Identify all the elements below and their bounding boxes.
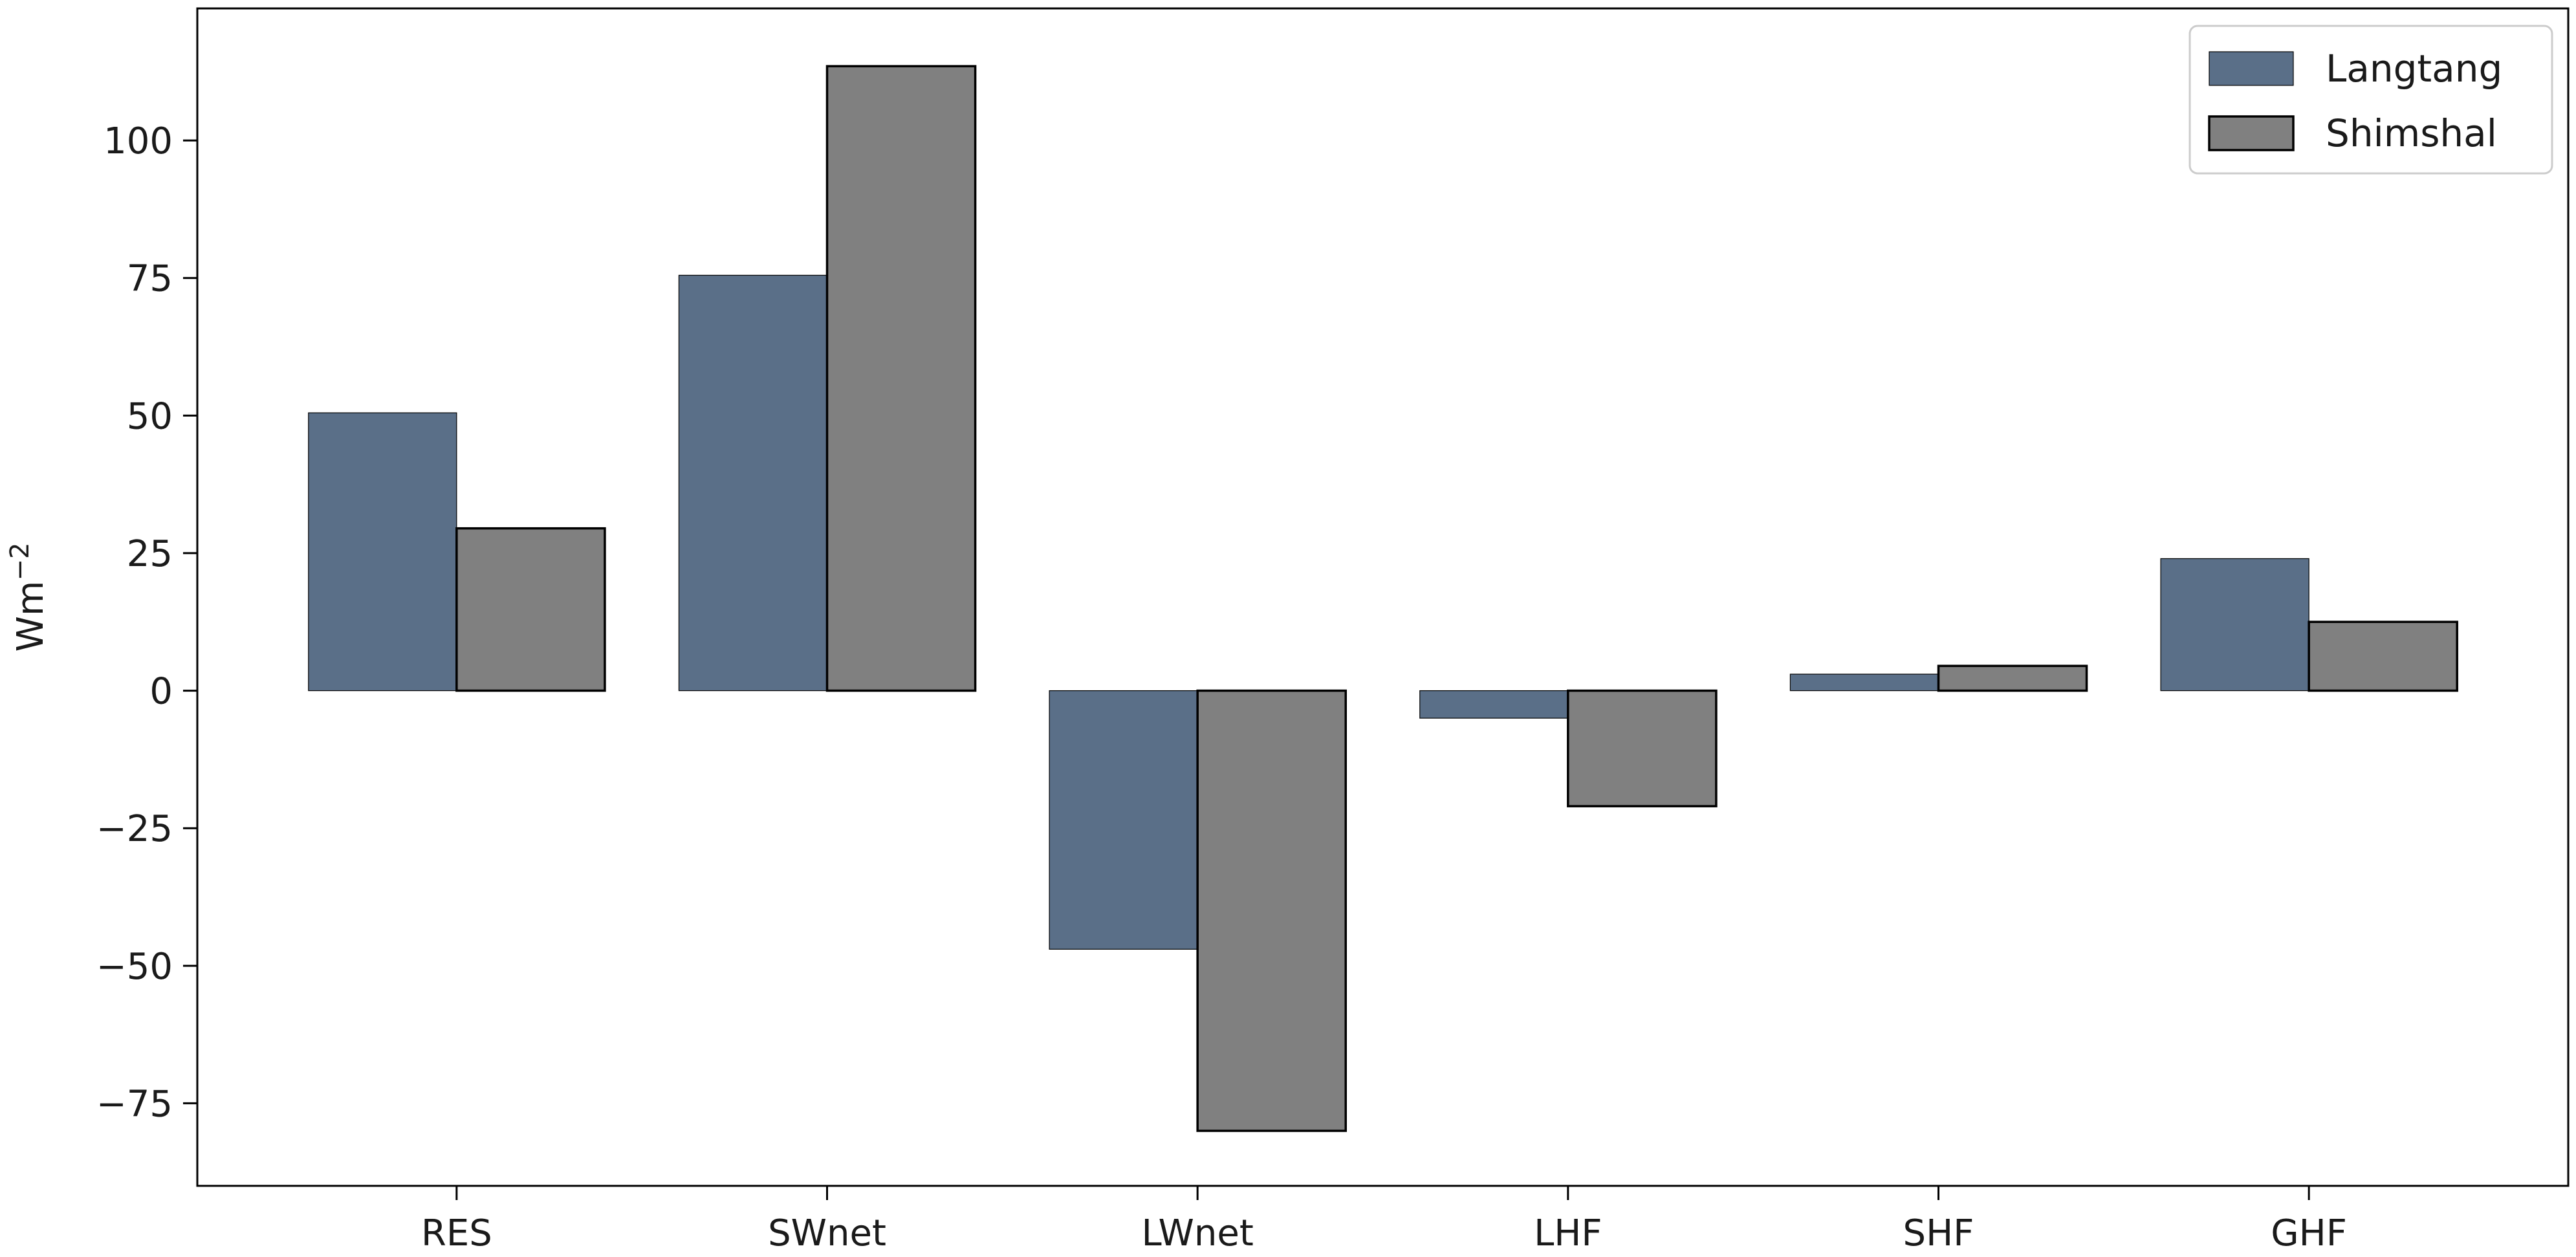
x-tick-label-lwnet: LWnet bbox=[1142, 1212, 1254, 1254]
bar-shimshal-lhf bbox=[1567, 689, 1718, 807]
bar-shimshal-res bbox=[455, 527, 606, 692]
y-tick-label: 0 bbox=[149, 671, 173, 713]
y-tick-label: 50 bbox=[127, 395, 173, 437]
bar-langtang-ghf bbox=[2160, 558, 2309, 692]
plot-frame bbox=[196, 7, 2570, 1187]
bar-langtang-shf bbox=[1789, 673, 1939, 692]
bars-layer bbox=[308, 65, 2458, 1132]
x-tick-label-shf: SHF bbox=[1903, 1212, 1974, 1254]
ticks-layer: −75 −50 −25 0 25 50 75 100 RES SWnet LWnet LHF SHF GH… bbox=[96, 120, 2347, 1254]
y-tick-label: −25 bbox=[96, 808, 173, 850]
bar-langtang-swnet bbox=[678, 274, 828, 692]
y-axis-label-exponent: −2 bbox=[5, 543, 35, 581]
legend-swatch-langtang bbox=[2209, 51, 2294, 86]
x-tick-label-lhf: LHF bbox=[1534, 1212, 1602, 1254]
x-tick-label-ghf: GHF bbox=[2271, 1212, 2347, 1254]
y-tick-label: 100 bbox=[104, 120, 173, 162]
x-tick-label-res: RES bbox=[421, 1212, 492, 1254]
legend-swatch-shimshal bbox=[2208, 115, 2295, 151]
y-tick-label: 25 bbox=[127, 533, 173, 575]
y-axis-label-main: Wm bbox=[10, 581, 52, 652]
bar-langtang-res bbox=[308, 412, 457, 692]
legend-label-langtang: Langtang bbox=[2326, 47, 2502, 91]
bar-langtang-lwnet bbox=[1049, 690, 1198, 950]
bar-langtang-lhf bbox=[1419, 690, 1569, 719]
x-tick-label-swnet: SWnet bbox=[768, 1212, 886, 1254]
y-tick-label: 75 bbox=[127, 258, 173, 300]
y-tick-label: −75 bbox=[96, 1083, 173, 1125]
legend: Langtang Shimshal bbox=[2189, 25, 2553, 175]
bar-shimshal-shf bbox=[1937, 664, 2088, 692]
bar-shimshal-swnet bbox=[825, 65, 977, 692]
y-axis-label: Wm−2 bbox=[5, 543, 52, 652]
bar-shimshal-lwnet bbox=[1196, 689, 1347, 1132]
y-tick-label: −50 bbox=[96, 946, 173, 988]
bar-shimshal-ghf bbox=[2308, 620, 2458, 692]
legend-label-shimshal: Shimshal bbox=[2326, 111, 2497, 155]
